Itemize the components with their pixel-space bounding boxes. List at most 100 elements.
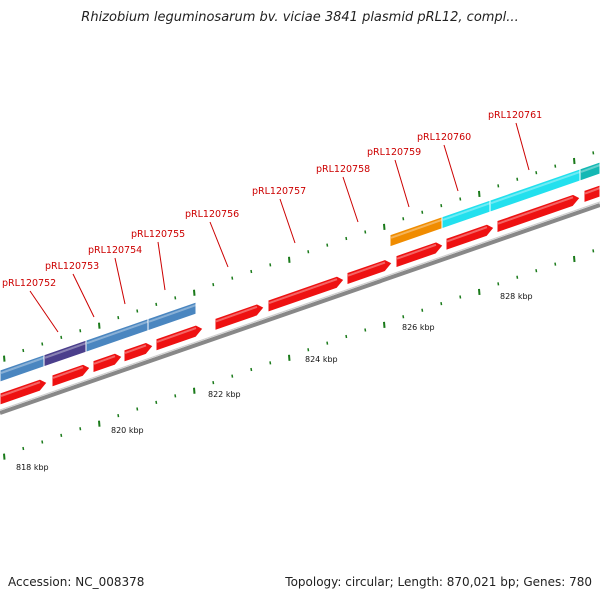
feature-block-cyan[interactable] bbox=[441, 199, 491, 230]
kbp-label: 822 kbp bbox=[208, 390, 241, 399]
scale-tick bbox=[307, 250, 310, 254]
scale-tick bbox=[193, 289, 196, 296]
scale-tick bbox=[22, 348, 25, 353]
scale-tick bbox=[288, 256, 291, 263]
cds-arrow-highlight bbox=[497, 196, 574, 225]
cds-arrow[interactable] bbox=[267, 275, 345, 313]
scale-tick bbox=[136, 309, 139, 313]
scale-tick bbox=[3, 355, 6, 362]
scale-tick bbox=[212, 283, 215, 287]
cds-arrow-highlight bbox=[584, 187, 600, 195]
scale-tick bbox=[231, 276, 234, 280]
scale-tick bbox=[516, 177, 519, 181]
feature-block-cyan-highlight bbox=[442, 202, 491, 221]
cds-arrow-highlight bbox=[0, 381, 41, 397]
cds-arrow[interactable] bbox=[214, 303, 265, 332]
cds-arrow[interactable] bbox=[445, 223, 495, 252]
kbp-label: 828 kbp bbox=[500, 292, 533, 301]
scale-tick bbox=[421, 308, 424, 312]
scale-tick bbox=[402, 315, 405, 319]
scale-tick bbox=[345, 236, 348, 241]
scale-tick bbox=[231, 374, 234, 378]
scale-tick bbox=[364, 328, 367, 332]
scale-tick bbox=[516, 275, 519, 279]
cds-arrow[interactable] bbox=[51, 363, 91, 388]
scale-tick bbox=[307, 348, 310, 352]
scale-tick bbox=[497, 184, 500, 188]
scale-tick bbox=[573, 157, 576, 165]
cds-arrow-highlight bbox=[124, 344, 147, 354]
scale-tick bbox=[79, 427, 82, 431]
feature-block-steelblue-highlight bbox=[0, 356, 45, 374]
scale-tick bbox=[440, 301, 443, 306]
scale-tick bbox=[535, 171, 538, 175]
cds-arrow[interactable] bbox=[123, 341, 154, 363]
cds-track bbox=[0, 184, 600, 406]
cds-arrow[interactable] bbox=[92, 352, 123, 374]
cds-arrow[interactable] bbox=[496, 193, 581, 234]
scale-tick bbox=[554, 262, 557, 266]
scale-tick bbox=[554, 164, 557, 168]
feature-block-cyan-highlight bbox=[490, 170, 581, 205]
cds-arrow[interactable] bbox=[155, 324, 204, 352]
locus-label: pRL120752 bbox=[2, 278, 56, 289]
locus-label: pRL120759 bbox=[367, 147, 421, 158]
scale-tick bbox=[383, 223, 386, 230]
scale-tick bbox=[497, 282, 500, 286]
feature-block-purple-highlight bbox=[44, 342, 87, 359]
cds-arrow-highlight bbox=[446, 226, 488, 243]
cds-arrow[interactable] bbox=[395, 241, 444, 269]
locus-label: pRL120760 bbox=[417, 132, 471, 143]
scale-tick bbox=[459, 197, 462, 201]
locus-label: pRL120753 bbox=[45, 261, 99, 272]
scale-tick bbox=[269, 263, 272, 267]
scale-tick bbox=[212, 381, 215, 385]
label-leader-lines bbox=[29, 122, 530, 333]
scale-tick bbox=[440, 203, 443, 208]
locus-label: pRL120755 bbox=[131, 229, 185, 240]
scale-tick bbox=[402, 217, 405, 221]
kbp-label: 818 kbp bbox=[16, 463, 49, 472]
cds-arrow-highlight bbox=[347, 261, 386, 277]
locus-label: pRL120754 bbox=[88, 245, 142, 256]
cds-arrow[interactable] bbox=[583, 184, 600, 204]
scale-tick bbox=[98, 420, 101, 427]
scale-tick bbox=[288, 354, 291, 361]
feature-block-steelblue[interactable] bbox=[0, 354, 45, 383]
scale-tick bbox=[117, 413, 120, 418]
scale-tick bbox=[155, 400, 158, 405]
scale-tick bbox=[459, 295, 462, 299]
kbp-label: 820 kbp bbox=[111, 426, 144, 435]
cds-arrow-highlight bbox=[396, 243, 437, 260]
feature-block-purple[interactable] bbox=[43, 339, 87, 368]
scale-tick bbox=[573, 255, 576, 263]
scale-tick bbox=[592, 151, 595, 155]
kbp-label: 824 kbp bbox=[305, 355, 338, 364]
scale-tick bbox=[535, 269, 538, 273]
feature-track bbox=[0, 161, 600, 383]
feature-block-steelblue-highlight bbox=[86, 320, 149, 345]
scale-tick bbox=[421, 210, 424, 214]
cds-arrow[interactable] bbox=[346, 258, 393, 286]
cds-arrow[interactable] bbox=[0, 378, 48, 406]
scale-tick bbox=[174, 296, 177, 300]
scale-tick bbox=[250, 269, 253, 274]
kbp-labels: 818 kbp 820 kbp 822 kbp 824 kbp 826 kbp … bbox=[16, 292, 533, 472]
accession-text: Accession: NC_008378 bbox=[8, 575, 145, 589]
scale-tick bbox=[269, 361, 272, 365]
scale-tick bbox=[478, 190, 481, 198]
locus-label: pRL120756 bbox=[185, 209, 239, 220]
locus-label: pRL120757 bbox=[252, 186, 306, 197]
scale-tick bbox=[41, 440, 44, 444]
locus-label: pRL120761 bbox=[488, 110, 542, 121]
feature-block-orange-highlight bbox=[390, 218, 443, 239]
feature-block-teal[interactable] bbox=[579, 161, 600, 182]
feature-block-steelblue-highlight bbox=[148, 304, 197, 323]
scale-tick bbox=[364, 230, 367, 234]
locus-labels: pRL120752 pRL120753 pRL120754 pRL120755 … bbox=[2, 110, 542, 289]
scale-tick bbox=[478, 288, 481, 296]
scale-tick bbox=[3, 453, 6, 460]
feature-block-teal-highlight bbox=[580, 164, 600, 173]
feature-block-steelblue[interactable] bbox=[147, 301, 197, 332]
